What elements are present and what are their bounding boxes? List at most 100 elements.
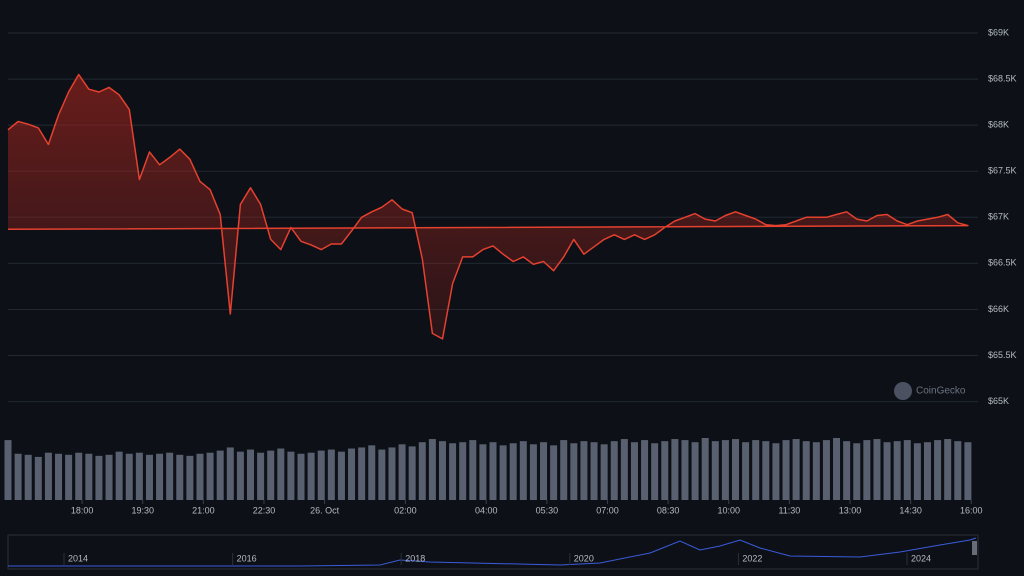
volume-bar	[469, 440, 477, 500]
plot	[7, 73, 969, 420]
volume-bar	[519, 441, 527, 500]
volume-bar	[186, 455, 194, 500]
volume-bar	[206, 452, 214, 500]
volume-bar	[125, 453, 133, 500]
x-tick-label: 21:00	[192, 505, 215, 515]
volume-bar	[277, 448, 285, 500]
volume-bar	[479, 444, 487, 500]
volume-bar	[661, 441, 669, 500]
volume-bar	[873, 439, 881, 500]
grid: $65K $65.5K $66K $66.5K $67K $67.5K $68K $68.5K…	[8, 27, 1017, 515]
volume-bar	[822, 440, 830, 500]
volume-bar	[428, 439, 436, 500]
navigator-handle[interactable]	[972, 541, 977, 555]
x-tick-label: 05:30	[536, 505, 559, 515]
volume-bar	[145, 454, 153, 500]
volume-bar	[95, 455, 103, 500]
volume-bar	[297, 453, 305, 500]
volume-bar	[540, 442, 548, 500]
volume-bar	[388, 447, 396, 500]
navigator-line	[8, 537, 977, 567]
volume-bar	[560, 440, 568, 500]
volume-bar	[752, 440, 760, 500]
volume-bar	[307, 452, 315, 500]
y-tick-label: $65K	[988, 396, 1009, 406]
volume-bar	[802, 441, 810, 500]
volume-bar	[24, 454, 32, 500]
volume-bar	[449, 443, 457, 500]
volume-bar	[853, 443, 861, 500]
volume-bar	[883, 442, 891, 500]
volume-bar	[964, 442, 972, 500]
volume-bar	[550, 445, 558, 500]
volume-bar	[843, 441, 851, 500]
volume-bar	[671, 439, 679, 500]
volume-bar	[732, 439, 739, 500]
volume-bar	[115, 451, 123, 500]
volume-bar	[570, 443, 578, 500]
volume-bar	[135, 452, 143, 500]
volume-bar	[833, 438, 841, 500]
x-tick-label: 08:30	[657, 505, 680, 515]
volume-bar	[156, 453, 164, 500]
x-tick-label: 19:30	[131, 505, 154, 515]
volume-bar	[358, 447, 366, 500]
volume-bar	[681, 440, 689, 500]
navigator-frame	[7, 534, 979, 570]
x-tick-label: 16:00	[960, 505, 983, 515]
volume-bar	[418, 442, 426, 500]
volume-bar	[641, 440, 649, 500]
volume-bar	[378, 449, 386, 500]
volume-bar	[954, 441, 962, 500]
volume-bar	[236, 451, 244, 500]
x-tick-label: 10:00	[717, 505, 740, 515]
volume-bar	[327, 449, 335, 500]
x-tick-label: 18:00	[71, 505, 94, 515]
volume-bar	[408, 446, 416, 500]
volume-bar	[14, 453, 22, 500]
volume-bar	[863, 440, 871, 500]
x-tick-label: 04:00	[475, 505, 498, 515]
navigator-label: 2024	[911, 553, 931, 563]
watermark: CoinGecko	[916, 386, 966, 397]
volume-bar	[509, 443, 517, 500]
volume-bar	[893, 441, 901, 500]
volume-bar	[257, 452, 265, 500]
volume-bar	[762, 441, 770, 500]
volume-bar	[499, 445, 507, 500]
volume-bar	[701, 438, 709, 500]
volume-bar	[742, 442, 750, 500]
volume-bar	[944, 439, 952, 500]
watermark-logo: CoinGecko	[894, 382, 966, 400]
y-tick-label: $68.5K	[988, 73, 1017, 83]
volume-bar	[459, 442, 467, 500]
price-line	[7, 73, 969, 340]
volume-bar	[721, 440, 729, 500]
volume-bar	[337, 451, 345, 500]
y-tick-label: $69K	[988, 27, 1009, 37]
navigator-label: 2018	[405, 553, 425, 563]
volume-bar	[55, 453, 63, 500]
volume-bar	[600, 444, 608, 500]
volume-bar	[812, 442, 820, 500]
volume-bar	[105, 454, 113, 500]
volume-bar	[287, 451, 295, 500]
volume-bar	[247, 449, 254, 500]
navigator-label: 2020	[574, 553, 594, 563]
volume-bar	[44, 452, 52, 500]
volume-bar	[630, 442, 638, 500]
volume-bar	[620, 439, 628, 500]
volume-bar	[216, 450, 224, 500]
navigator-label: 2022	[742, 553, 762, 563]
x-tick-label: 26. Oct	[310, 505, 340, 515]
volume-bars	[4, 438, 972, 500]
volume-bar	[792, 439, 800, 500]
volume-bar	[398, 444, 406, 500]
volume-bar	[34, 456, 42, 500]
volume-bar	[4, 440, 12, 500]
y-tick-label: $66.5K	[988, 258, 1017, 268]
x-tick-label: 02:00	[394, 505, 417, 515]
volume-bar	[317, 450, 325, 500]
